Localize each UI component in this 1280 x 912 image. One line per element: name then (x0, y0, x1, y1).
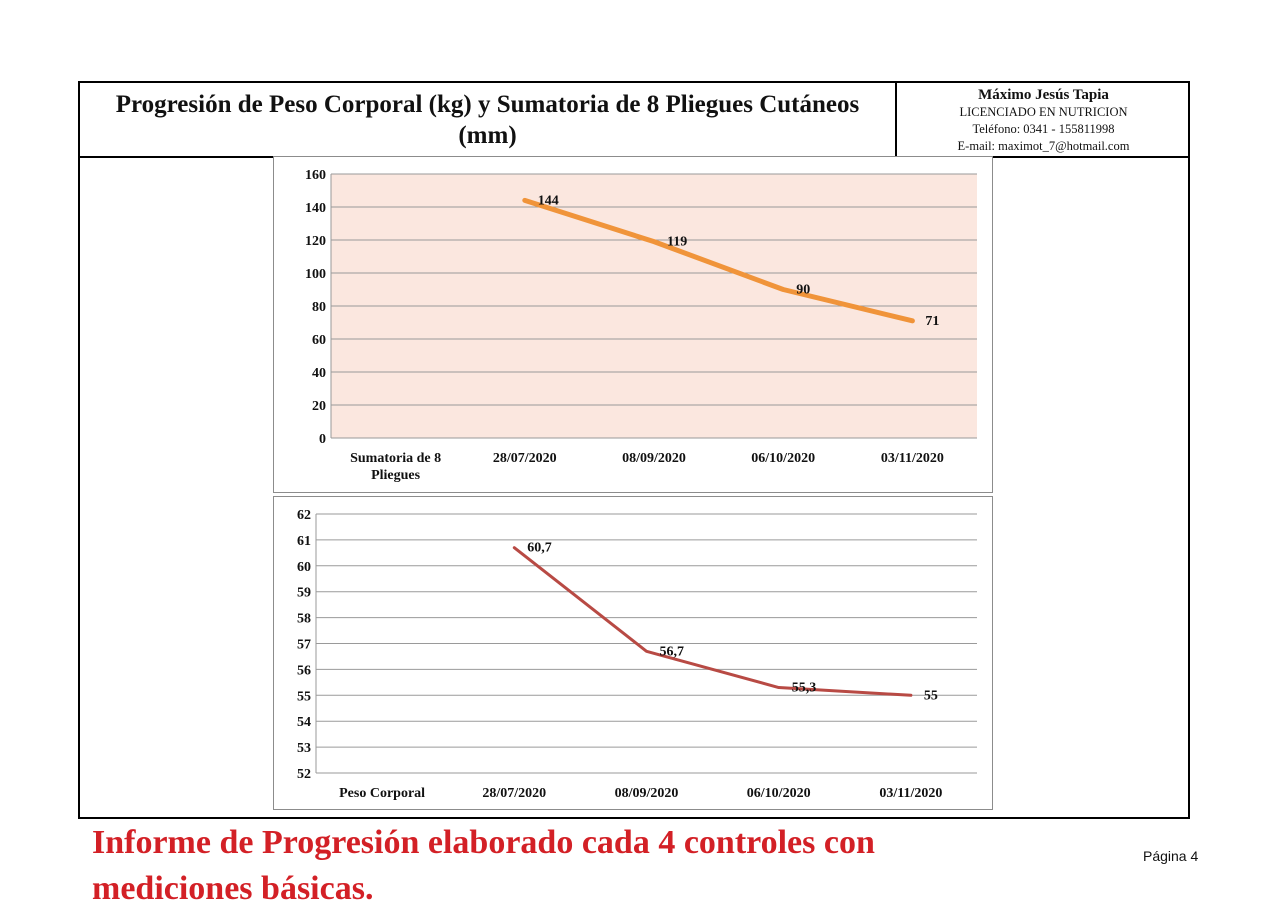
report-frame: Progresión de Peso Corporal (kg) y Sumat… (78, 81, 1190, 819)
weight-x-tick-label: 06/10/2020 (747, 786, 811, 801)
skinfolds-data-label: 71 (925, 314, 939, 329)
skinfolds-y-tick-label: 20 (312, 399, 326, 414)
weight-x-tick-label: 08/09/2020 (615, 786, 679, 801)
skinfolds-x-tick-label: 03/11/2020 (881, 451, 944, 466)
skinfolds-series-line (522, 197, 915, 324)
skinfolds-data-point (524, 199, 526, 201)
weight-y-tick-label: 58 (297, 612, 311, 627)
weight-y-tick-label: 56 (297, 663, 311, 678)
contact-phone: Teléfono: 0341 - 155811998 (972, 122, 1115, 136)
weight-data-point (646, 650, 647, 652)
weight-series-label: Peso Corporal (339, 786, 425, 801)
footer-note: Informe de Progresión elaborado cada 4 c… (92, 824, 875, 907)
report-title: Progresión de Peso Corporal (kg) y Sumat… (115, 90, 860, 149)
skinfolds-y-tick-label: 80 (312, 300, 326, 315)
weight-data-point (513, 547, 515, 549)
weight-y-tick-label: 59 (297, 586, 311, 601)
weight-data-label: 55 (924, 688, 938, 703)
skinfolds-x-tick-label: 08/09/2020 (622, 451, 686, 466)
page-number: Página 4 (1143, 848, 1199, 864)
weight-data-label: 60,7 (527, 541, 552, 556)
weight-y-tick-label: 61 (297, 534, 311, 549)
weight-chart-svg: 52 53 54 55 56 57 58 59 60 61 62 Peso Corporal 28/07… (297, 508, 977, 801)
weight-y-tick-label: 52 (297, 767, 311, 782)
skinfolds-y-tick-label: 100 (305, 267, 326, 282)
skinfolds-chart-svg: 0 20 40 60 80 100 120 140 160 Sumatoria de 8 Plieg… (305, 168, 977, 483)
skinfolds-y-tick-label: 160 (305, 168, 326, 183)
weight-y-tick-label: 53 (297, 741, 311, 756)
title-cell: Progresión de Peso Corporal (kg) y Sumat… (80, 83, 897, 156)
contact-name: Máximo Jesús Tapia (978, 87, 1109, 103)
skinfolds-y-tick-label: 60 (312, 333, 326, 348)
weight-y-tick-label: 62 (297, 508, 311, 523)
skinfolds-series-label: Pliegues (371, 468, 421, 483)
skinfolds-series-label: Sumatoria de 8 (350, 451, 441, 466)
skinfolds-y-tick-label: 140 (305, 201, 326, 216)
weight-y-tick-label: 57 (297, 638, 311, 653)
contact-cell: Máximo Jesús Tapia LICENCIADO EN NUTRICI… (897, 83, 1190, 156)
report-header: Progresión de Peso Corporal (kg) y Sumat… (80, 83, 1188, 158)
skinfolds-chart: 0 20 40 60 80 100 120 140 160 Sumatoria de 8 Plieg… (273, 156, 993, 493)
contact-email: E-mail: maximot_7@hotmail.com (957, 139, 1130, 153)
skinfolds-data-label: 144 (538, 193, 559, 208)
weight-y-tick-label: 55 (297, 689, 311, 704)
weight-series-line (512, 546, 913, 697)
weight-y-tick-label: 54 (297, 715, 311, 730)
skinfolds-data-label: 90 (796, 283, 810, 298)
skinfolds-x-tick-label: 06/10/2020 (751, 451, 815, 466)
weight-data-label: 56,7 (660, 644, 685, 659)
weight-y-tick-label: 60 (297, 560, 311, 575)
skinfolds-data-label: 119 (667, 235, 687, 250)
weight-data-point (910, 694, 912, 696)
skinfolds-y-tick-label: 0 (319, 432, 326, 447)
skinfolds-data-point (653, 241, 655, 243)
weight-x-tick-label: 28/07/2020 (482, 786, 546, 801)
skinfolds-y-tick-label: 120 (305, 234, 326, 249)
skinfolds-x-tick-label: 28/07/2020 (493, 451, 557, 466)
weight-x-tick-label: 03/11/2020 (879, 786, 942, 801)
contact-profession: LICENCIADO EN NUTRICION (959, 105, 1128, 119)
weight-data-point (778, 687, 780, 689)
skinfolds-y-tick-label: 40 (312, 366, 326, 381)
skinfolds-data-point (911, 320, 913, 322)
weight-chart: 52 53 54 55 56 57 58 59 60 61 62 Peso Corporal 28/07… (273, 496, 993, 810)
weight-data-label: 55,3 (792, 681, 817, 696)
skinfolds-data-point (782, 289, 784, 290)
